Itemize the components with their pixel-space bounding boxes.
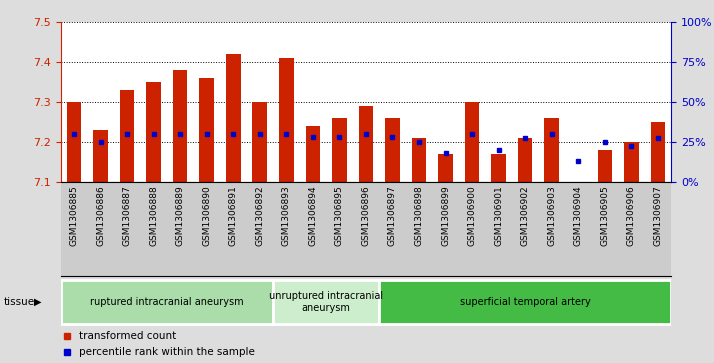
Text: GSM1306890: GSM1306890 (202, 185, 211, 246)
Text: GSM1306902: GSM1306902 (521, 185, 530, 246)
Text: GSM1306896: GSM1306896 (361, 185, 371, 246)
Bar (385, 118, 400, 182)
Text: percentile rank within the sample: percentile rank within the sample (79, 347, 255, 357)
Bar (598, 150, 612, 182)
Bar (120, 90, 134, 182)
Text: ruptured intracranial aneurysm: ruptured intracranial aneurysm (90, 297, 243, 307)
Bar (253, 102, 267, 182)
Text: GSM1306894: GSM1306894 (308, 185, 317, 246)
Bar (94, 130, 108, 182)
Bar (465, 102, 479, 182)
Text: GSM1306906: GSM1306906 (627, 185, 636, 246)
Text: tissue: tissue (4, 297, 35, 307)
Bar (173, 70, 188, 182)
Bar (146, 82, 161, 182)
Text: transformed count: transformed count (79, 331, 176, 341)
Bar (332, 118, 347, 182)
Bar (358, 106, 373, 182)
Text: unruptured intracranial
aneurysm: unruptured intracranial aneurysm (269, 291, 383, 313)
Bar (226, 54, 241, 182)
Text: GSM1306892: GSM1306892 (256, 185, 264, 246)
Bar (66, 102, 81, 182)
Bar (544, 118, 559, 182)
Text: GSM1306904: GSM1306904 (574, 185, 583, 246)
Bar (379, 280, 671, 324)
Text: GSM1306887: GSM1306887 (123, 185, 131, 246)
Text: GSM1306889: GSM1306889 (176, 185, 185, 246)
Text: GSM1306885: GSM1306885 (69, 185, 79, 246)
Bar (199, 78, 214, 182)
Bar (412, 138, 426, 182)
Text: GSM1306901: GSM1306901 (494, 185, 503, 246)
Bar (650, 122, 665, 182)
Text: GSM1306895: GSM1306895 (335, 185, 344, 246)
Text: GSM1306891: GSM1306891 (228, 185, 238, 246)
Bar (279, 58, 293, 182)
Text: GSM1306893: GSM1306893 (282, 185, 291, 246)
Text: GSM1306899: GSM1306899 (441, 185, 450, 246)
Text: superficial temporal artery: superficial temporal artery (460, 297, 590, 307)
Bar (61, 280, 273, 324)
Text: GSM1306886: GSM1306886 (96, 185, 105, 246)
Text: GSM1306897: GSM1306897 (388, 185, 397, 246)
Bar (306, 126, 320, 182)
Bar (438, 154, 453, 182)
Text: GSM1306903: GSM1306903 (547, 185, 556, 246)
Bar (273, 280, 379, 324)
Text: GSM1306898: GSM1306898 (415, 185, 423, 246)
Bar (518, 138, 533, 182)
Text: GSM1306900: GSM1306900 (468, 185, 476, 246)
Bar (491, 154, 506, 182)
Text: GSM1306888: GSM1306888 (149, 185, 158, 246)
Bar (624, 142, 638, 182)
Text: GSM1306905: GSM1306905 (600, 185, 609, 246)
Text: ▶: ▶ (34, 297, 42, 307)
Text: GSM1306907: GSM1306907 (653, 185, 663, 246)
